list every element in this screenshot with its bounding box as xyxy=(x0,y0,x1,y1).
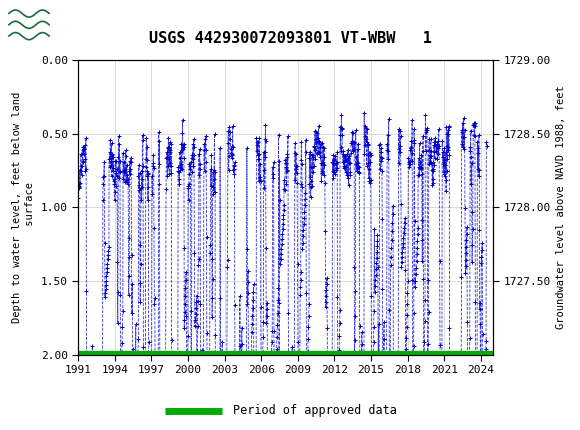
Text: USGS 442930072093801 VT-WBW   1: USGS 442930072093801 VT-WBW 1 xyxy=(148,31,432,46)
Text: Period of approved data: Period of approved data xyxy=(233,404,397,417)
Y-axis label: Groundwater level above NAVD 1988, feet: Groundwater level above NAVD 1988, feet xyxy=(556,86,566,329)
Bar xyxy=(6,4,52,41)
Text: USGS: USGS xyxy=(64,14,119,31)
Y-axis label: Depth to water level, feet below land
 surface: Depth to water level, feet below land su… xyxy=(12,92,35,323)
